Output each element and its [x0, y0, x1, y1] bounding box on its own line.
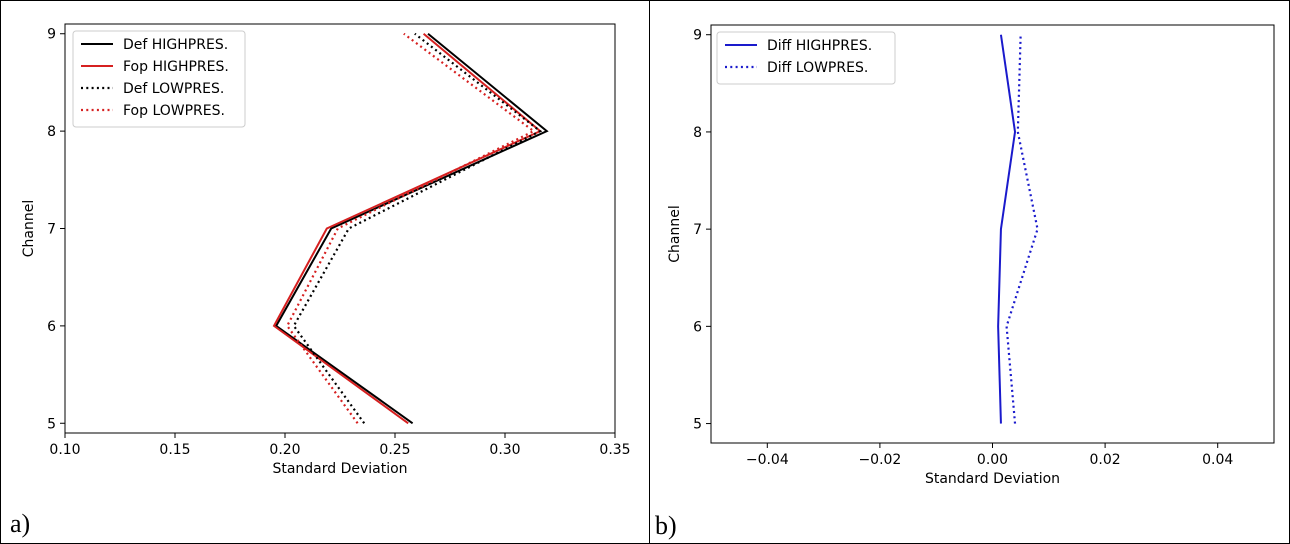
panel-b-axes-frame — [710, 24, 1275, 444]
panel-b-legend-label-2: Diff LOWPRES. — [767, 60, 868, 76]
panel-a-y-tick-label: 7 — [47, 222, 56, 238]
panel-a-chart: 0.10 0.15 0.20 0.25 0.30 0.35 5 6 7 8 9 Standard De… — [21, 23, 631, 477]
panel-a-series-2-line — [272, 32, 543, 425]
panel-b-y-tick-label: 6 — [693, 319, 702, 335]
panel-a-x-tick-label: 0.15 — [159, 442, 190, 458]
panel-a-tag: a) — [10, 509, 30, 538]
panel-a-x-axis-label: Standard Deviation — [272, 461, 407, 477]
panel-a-legend-label-4: Fop LOWPRES. — [123, 103, 225, 119]
panel-b-legend — [716, 31, 896, 85]
panel-a-series-4-line — [285, 32, 536, 424]
panel-a-x-tick-label: 0.20 — [269, 442, 300, 458]
panel-a-x-tick-label: 0.30 — [489, 442, 520, 458]
panel-b-tag: b) — [655, 511, 677, 540]
panel-b-x-tick-label: −0.02 — [858, 452, 901, 468]
panel-b-x-tick-label: 0.00 — [977, 452, 1008, 468]
panel-b-x-tick-label: −0.04 — [746, 452, 789, 468]
panel-a-legend — [72, 30, 246, 128]
panel-b-series-1-line — [997, 34, 1017, 424]
panel-a-x-tick-label: 0.35 — [599, 442, 630, 458]
panel-b-y-tick-label: 7 — [693, 222, 702, 238]
panel-b-x-tick-label: 0.02 — [1090, 452, 1121, 468]
panel-a-legend-label-1: Def HIGHPRES. — [123, 37, 228, 53]
panel-a-y-tick-label: 9 — [47, 27, 56, 43]
panel-b-chart: −0.04 −0.02 0.00 0.02 0.04 5 6 7 8 9 Standard Devi… — [667, 24, 1275, 487]
panel-b-x-axis-label: Standard Deviation — [925, 471, 1060, 487]
panel-a-series-1-line — [274, 32, 549, 425]
panel-a-legend-label-3: Def LOWPRES. — [123, 81, 224, 97]
panel-a-x-tick-label: 0.25 — [379, 442, 410, 458]
panel-b-y-tick-label: 8 — [693, 125, 702, 141]
panel-b-legend-label-1: Diff HIGHPRES. — [767, 38, 872, 54]
panel-b-series-2-line — [1005, 34, 1039, 424]
panel-a-series-3-line — [292, 32, 543, 424]
panel-a-y-tick-label: 8 — [47, 124, 56, 140]
panel-a-x-tick-label: 0.10 — [49, 442, 80, 458]
panel-a-legend-label-2: Fop HIGHPRES. — [123, 59, 229, 75]
panel-a-y-axis-label: Channel — [21, 200, 37, 257]
panel-a-y-tick-label: 6 — [47, 319, 56, 335]
panel-a-y-tick-label: 5 — [47, 416, 56, 432]
panel-b-y-axis-label: Channel — [667, 205, 683, 262]
panel-b-y-tick-label: 5 — [693, 417, 702, 433]
panel-b-x-tick-label: 0.04 — [1202, 452, 1233, 468]
panel-b-y-tick-label: 9 — [693, 28, 702, 44]
